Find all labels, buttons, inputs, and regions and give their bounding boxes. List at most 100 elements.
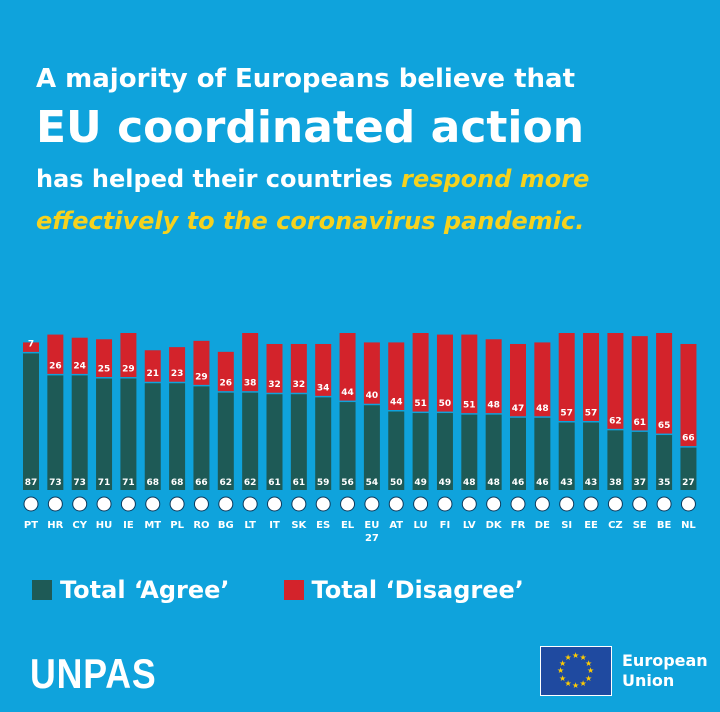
eu-star-icon: ★ bbox=[557, 666, 565, 675]
bar-disagree-11 bbox=[290, 343, 307, 393]
bar-disagree-25 bbox=[631, 336, 648, 431]
latvia-flag-icon bbox=[461, 496, 477, 512]
legend-item-disagree: Total ‘Disagree’ bbox=[283, 576, 524, 604]
data-label-agree-19: 48 bbox=[487, 478, 500, 488]
eu-logo-text: European Union bbox=[622, 651, 708, 691]
austria-flag-icon bbox=[388, 496, 404, 512]
bar-agree-6 bbox=[169, 383, 186, 490]
tick-label-5: MT bbox=[144, 520, 161, 531]
tick-label-2: CY bbox=[72, 520, 87, 531]
malta-flag-icon bbox=[145, 496, 161, 512]
bar-agree-18 bbox=[461, 414, 478, 490]
data-label-agree-12: 59 bbox=[317, 478, 330, 488]
tick-label-10: IT bbox=[269, 520, 280, 531]
bar-agree-11 bbox=[290, 394, 307, 490]
bar-disagree-8 bbox=[217, 351, 234, 392]
data-label-disagree-24: 62 bbox=[609, 416, 622, 426]
data-label-agree-24: 38 bbox=[609, 478, 622, 488]
data-label-disagree-14: 40 bbox=[366, 391, 379, 401]
headline-line-3: has helped their countries respond more bbox=[36, 158, 696, 200]
netherlands-flag-icon bbox=[680, 496, 696, 512]
data-label-disagree-11: 32 bbox=[293, 380, 306, 390]
tick-label-7: RO bbox=[193, 520, 209, 531]
tick-label-24: CZ bbox=[608, 520, 623, 531]
eu-star-icon: ★ bbox=[559, 658, 567, 668]
belgium-flag-icon bbox=[656, 496, 672, 512]
data-label-agree-8: 62 bbox=[220, 478, 233, 488]
tick-label-14-line2: 27 bbox=[365, 533, 379, 544]
eu-star-icon: ★ bbox=[564, 653, 572, 662]
data-label-agree-2: 73 bbox=[73, 478, 86, 488]
sweden-flag-icon bbox=[632, 496, 648, 512]
bar-disagree-17 bbox=[436, 334, 453, 412]
tick-label-20: FR bbox=[511, 520, 526, 531]
data-label-agree-11: 61 bbox=[293, 478, 306, 488]
bar-disagree-15 bbox=[388, 342, 405, 410]
bar-agree-19 bbox=[485, 414, 502, 490]
bar-disagree-6 bbox=[169, 347, 186, 382]
tick-label-17: FI bbox=[440, 520, 451, 531]
bar-agree-26 bbox=[656, 435, 673, 490]
bar-disagree-24 bbox=[607, 333, 624, 429]
bar-agree-13 bbox=[339, 402, 356, 490]
tick-label-6: PL bbox=[170, 520, 184, 531]
bar-agree-5 bbox=[144, 383, 161, 490]
tick-label-9: LT bbox=[244, 520, 256, 531]
bar-agree-7 bbox=[193, 386, 210, 490]
headline: A majority of Europeans believe that EU … bbox=[36, 60, 696, 242]
data-label-disagree-1: 26 bbox=[49, 361, 62, 371]
tick-label-22: SI bbox=[561, 520, 572, 531]
unpas-logo: UNPAS bbox=[30, 650, 157, 697]
bar-disagree-27 bbox=[680, 343, 697, 447]
data-label-disagree-4: 29 bbox=[122, 365, 135, 375]
stacked-bar-chart: 87 7 PT 73 26 HR 73 24 CY 71 25 HU 71 29 IE 68 21 MT 68 23 P… bbox=[23, 333, 697, 544]
data-label-agree-25: 37 bbox=[633, 478, 646, 488]
data-label-disagree-20: 47 bbox=[512, 404, 525, 414]
bar-disagree-20 bbox=[510, 343, 526, 417]
data-label-disagree-16: 51 bbox=[414, 399, 427, 409]
data-label-disagree-5: 21 bbox=[146, 369, 159, 379]
tick-label-8: BG bbox=[218, 520, 234, 531]
eu-star-icon: ★ bbox=[572, 651, 580, 660]
bar-agree-22 bbox=[558, 422, 575, 490]
data-label-disagree-15: 44 bbox=[390, 398, 403, 408]
data-label-agree-18: 48 bbox=[463, 478, 476, 488]
bar-agree-9 bbox=[242, 392, 259, 490]
bar-agree-12 bbox=[315, 397, 332, 490]
eu-star-icon: ★ bbox=[579, 678, 587, 688]
portugal-flag-icon bbox=[23, 496, 39, 512]
czechia-flag-icon bbox=[607, 496, 623, 512]
tick-label-13: EL bbox=[341, 520, 355, 531]
data-label-disagree-23: 57 bbox=[585, 408, 598, 418]
hungary-flag-icon bbox=[96, 496, 112, 512]
eu-star-icon: ★ bbox=[564, 678, 572, 688]
data-label-disagree-7: 29 bbox=[195, 372, 208, 382]
data-label-agree-23: 43 bbox=[585, 478, 598, 488]
tick-label-12: ES bbox=[316, 520, 330, 531]
greece-flag-icon bbox=[340, 496, 356, 512]
bar-disagree-0 bbox=[23, 342, 39, 352]
tick-label-15: AT bbox=[389, 520, 403, 531]
bar-disagree-18 bbox=[461, 334, 478, 414]
data-label-disagree-21: 48 bbox=[536, 404, 549, 414]
tick-label-16: LU bbox=[414, 520, 428, 531]
data-label-agree-7: 66 bbox=[195, 478, 208, 488]
eu-star-icon: ★ bbox=[584, 673, 593, 683]
bar-disagree-13 bbox=[339, 333, 356, 401]
data-label-agree-17: 49 bbox=[439, 478, 452, 488]
data-label-disagree-13: 44 bbox=[341, 388, 354, 398]
tick-label-18: LV bbox=[463, 520, 476, 531]
finland-flag-icon bbox=[437, 496, 453, 512]
data-label-disagree-17: 50 bbox=[439, 399, 452, 409]
bar-agree-1 bbox=[47, 375, 64, 490]
eu-star-icon: ★ bbox=[572, 681, 580, 690]
bar-disagree-5 bbox=[144, 350, 161, 382]
bar-agree-21 bbox=[534, 417, 551, 490]
data-label-disagree-9: 38 bbox=[244, 379, 257, 389]
tick-label-23: EE bbox=[584, 520, 598, 531]
slovakia-flag-icon bbox=[291, 496, 307, 512]
germany-flag-icon bbox=[534, 496, 550, 512]
data-label-disagree-19: 48 bbox=[487, 401, 500, 411]
denmark-flag-icon bbox=[486, 496, 502, 512]
bar-disagree-16 bbox=[412, 333, 429, 412]
